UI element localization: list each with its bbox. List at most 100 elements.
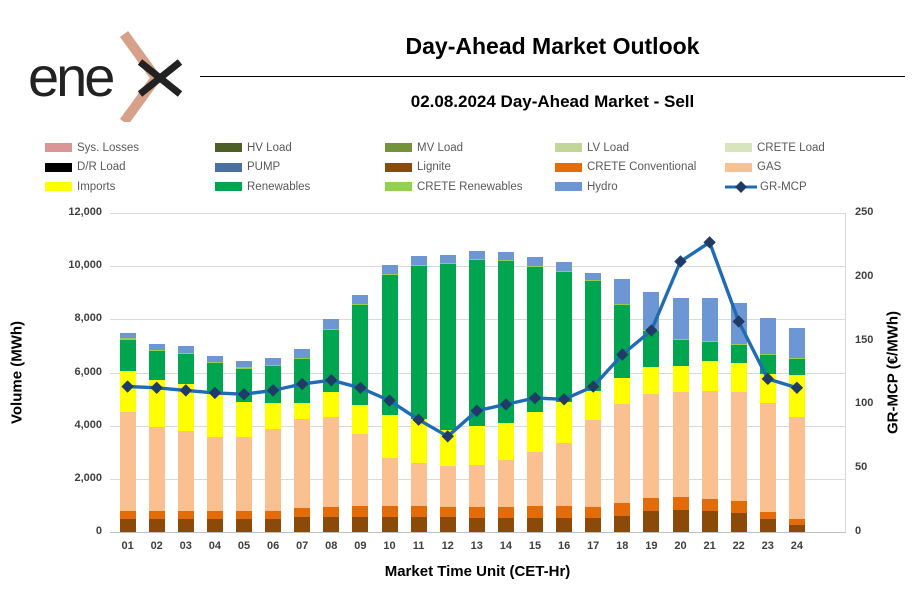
bar-segment-imports-h09 xyxy=(352,404,369,434)
gr-mcp-marker xyxy=(528,391,542,405)
chart-legend: Sys. Losses HV Load MV Load LV Load CRETE Lo… xyxy=(45,138,895,197)
bar-segment-crete-renewables-h12 xyxy=(439,262,456,264)
legend-swatch-icon xyxy=(45,182,72,192)
bar-segment-imports-h05 xyxy=(236,401,252,438)
bar-segment-hydro-h16 xyxy=(556,261,573,271)
bar-segment-renewables-h17 xyxy=(585,281,602,392)
bar-segment-hydro-h10 xyxy=(381,265,398,275)
bar-segment-renewables-h02 xyxy=(148,350,165,381)
x-axis-tick-label: 07 xyxy=(296,540,309,552)
x-axis-tick-label: 14 xyxy=(499,540,513,552)
bar-segment-gas-h16 xyxy=(556,442,573,506)
legend-label: GAS xyxy=(757,161,782,174)
bar-segment-crete-renewables-h20 xyxy=(672,338,689,340)
legend-label: Hydro xyxy=(587,180,618,193)
bar-segment-lignite-h20 xyxy=(672,510,689,532)
bar-segment-renewables-h06 xyxy=(265,365,282,403)
legend-swatch-icon xyxy=(555,143,582,153)
bar-segment-crete-conventional-h11 xyxy=(410,505,427,517)
bar-segment-crete-conventional-h20 xyxy=(672,497,689,511)
bar-segment-imports-h16 xyxy=(556,401,573,443)
page-subtitle: 02.08.2024 Day-Ahead Market - Sell xyxy=(410,92,695,111)
bar-segment-gas-h03 xyxy=(177,431,194,511)
bar-segment-gas-h10 xyxy=(381,458,398,506)
x-axis-tick-label: 09 xyxy=(354,540,367,552)
legend-item-crete-load: CRETE Load xyxy=(725,138,895,158)
bar-segment-lignite-h13 xyxy=(468,518,485,532)
bar-segment-crete-renewables-h09 xyxy=(352,303,369,305)
right-axis-tick-label: 250 xyxy=(855,206,874,218)
legend-swatch-icon xyxy=(385,162,412,172)
bar-segment-crete-renewables-h11 xyxy=(410,265,427,267)
bar-segment-crete-renewables-h08 xyxy=(323,328,340,330)
bar-segment-gas-h17 xyxy=(585,420,602,507)
gr-mcp-marker xyxy=(150,381,163,395)
left-axis-title: Volume (MWh) xyxy=(8,320,26,425)
bar-segment-crete-renewables-h23 xyxy=(759,353,776,355)
x-axis-tick-label: 06 xyxy=(266,540,280,552)
legend-item-hydro: Hydro xyxy=(555,177,725,197)
bar-segment-crete-conventional-h01 xyxy=(119,510,136,519)
bar-segment-lignite-h16 xyxy=(556,518,573,532)
bar-segment-crete-conventional-h04 xyxy=(206,511,223,519)
bar-segment-gas-h12 xyxy=(439,466,456,507)
bar-segment-crete-conventional-h07 xyxy=(294,508,311,518)
bar-segment-renewables-h03 xyxy=(177,353,194,385)
enex-logo-x-icon xyxy=(119,31,183,125)
x-axis-tick-label: 21 xyxy=(703,540,716,552)
bar-segment-crete-renewables-h01 xyxy=(119,338,136,340)
bar-segment-renewables-h19 xyxy=(643,330,660,368)
bar-segment-lignite-h22 xyxy=(730,513,747,532)
bar-segment-crete-conventional-h23 xyxy=(759,512,776,519)
legend-label: Renewables xyxy=(247,180,311,193)
legend-item-lv-load: LV Load xyxy=(555,138,725,158)
bar-segment-imports-h18 xyxy=(614,377,631,405)
bar-segment-hydro-h13 xyxy=(468,251,485,259)
legend-label: Imports xyxy=(77,180,116,193)
bar-segment-crete-renewables-h07 xyxy=(294,357,311,359)
left-axis-tick-label: 6,000 xyxy=(74,365,102,378)
bar-segment-lignite-h01 xyxy=(119,518,136,532)
bar-segment-lignite-h18 xyxy=(614,516,631,532)
bar-segment-hydro-h03 xyxy=(177,346,194,353)
bar-segment-lignite-h06 xyxy=(265,518,282,532)
bar-segment-crete-renewables-h15 xyxy=(527,266,543,268)
bar-segment-crete-renewables-h10 xyxy=(381,274,398,276)
x-axis-tick-label: 04 xyxy=(208,540,222,552)
bar-segment-gas-h05 xyxy=(236,437,252,512)
bar-segment-gas-h24 xyxy=(788,417,805,519)
x-axis-tick-label: 17 xyxy=(587,540,600,552)
bar-segment-hydro-h24 xyxy=(788,327,805,358)
bar-segment-crete-conventional-h03 xyxy=(177,510,194,519)
bar-segment-lignite-h10 xyxy=(381,516,398,532)
gr-mcp-marker xyxy=(645,324,658,337)
bar-segment-lignite-h21 xyxy=(701,510,718,532)
bar-segment-imports-h17 xyxy=(585,391,602,421)
bar-segment-crete-renewables-h17 xyxy=(585,280,602,282)
bar-segment-renewables-h14 xyxy=(497,261,514,424)
legend-swatch-icon xyxy=(385,143,412,153)
gr-mcp-marker xyxy=(296,377,309,391)
left-axis-tick-label: 12,000 xyxy=(68,206,102,218)
legend-label: LV Load xyxy=(587,141,629,154)
bar-segment-crete-renewables-h22 xyxy=(730,343,747,345)
bar-segment-imports-h19 xyxy=(643,367,660,395)
legend-swatch-icon xyxy=(215,143,242,153)
bar-segment-lignite-h12 xyxy=(439,517,456,532)
bar-segment-crete-renewables-h14 xyxy=(497,260,514,262)
gr-mcp-marker xyxy=(557,393,571,406)
bar-segment-hydro-h07 xyxy=(294,348,311,358)
legend-item-crete-renewables: CRETE Renewables xyxy=(385,177,555,197)
bar-segment-renewables-h21 xyxy=(701,341,718,361)
legend-label: Sys. Losses xyxy=(77,141,139,154)
gr-mcp-marker xyxy=(761,372,774,386)
bar-segment-gas-h14 xyxy=(497,460,514,508)
plot-area xyxy=(110,213,846,533)
bar-segment-hydro-h04 xyxy=(206,355,223,362)
legend-item-mv-load: MV Load xyxy=(385,138,555,158)
legend-label: PUMP xyxy=(247,161,281,174)
right-axis-tick-label: 150 xyxy=(855,333,874,346)
legend-item-hv-load: HV Load xyxy=(215,138,385,158)
legend-item-crete-conventional: CRETE Conventional xyxy=(555,158,725,178)
bar-segment-crete-conventional-h21 xyxy=(701,499,718,511)
